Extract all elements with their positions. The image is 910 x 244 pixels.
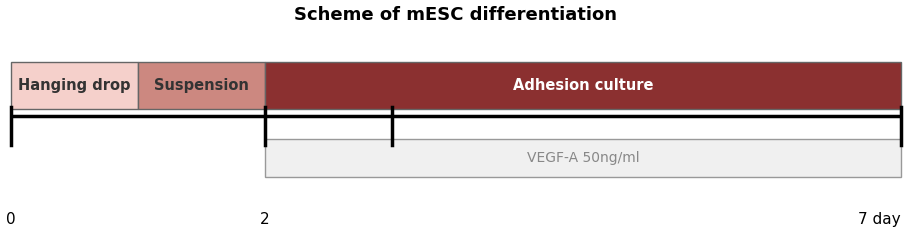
Text: Suspension: Suspension xyxy=(154,78,249,93)
Bar xyxy=(11,62,138,109)
Text: 2: 2 xyxy=(260,213,270,227)
Text: Adhesion culture: Adhesion culture xyxy=(512,78,653,93)
Bar xyxy=(265,139,901,177)
Text: 0: 0 xyxy=(6,213,15,227)
Bar xyxy=(265,62,901,109)
Bar xyxy=(138,62,265,109)
Text: 7 day: 7 day xyxy=(858,213,901,227)
Text: Hanging drop: Hanging drop xyxy=(18,78,130,93)
Text: Scheme of mESC differentiation: Scheme of mESC differentiation xyxy=(294,6,617,24)
Text: VEGF-A 50ng/ml: VEGF-A 50ng/ml xyxy=(527,151,640,165)
